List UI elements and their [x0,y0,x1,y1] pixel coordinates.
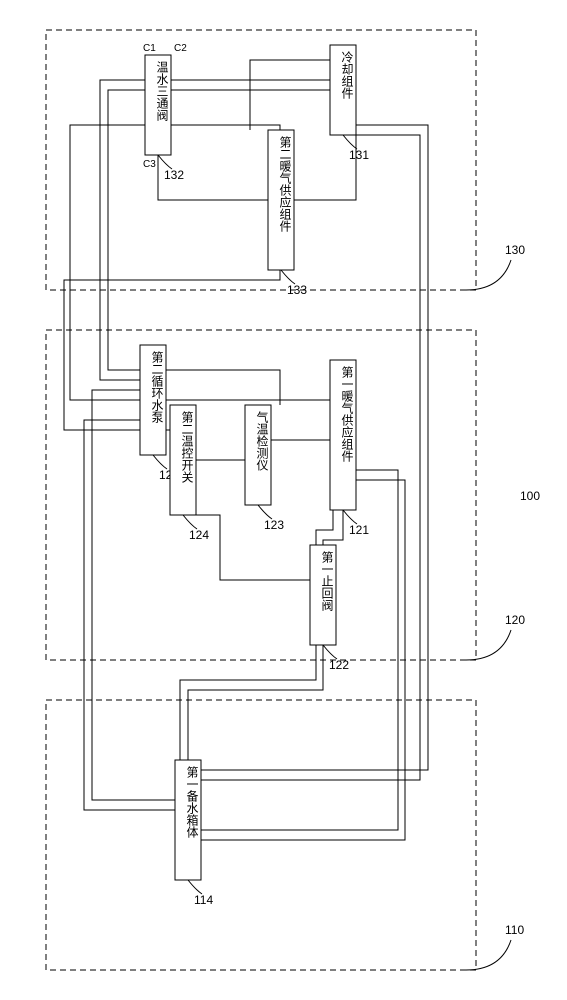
edge-24 [201,125,428,770]
node-n124-leader [183,515,197,529]
node-n125-label: 第二循环水泵 [150,351,164,423]
port-c3: C3 [143,159,156,170]
node-n121-label: 第一暖气供应组件 [340,366,354,462]
zone-120-leader [466,630,511,660]
node-n123-num: 123 [264,518,284,532]
node-n132-num: 132 [164,168,184,182]
node-n125-leader [153,455,167,469]
node-n131-leader [343,135,357,149]
zone-130-label: 130 [505,243,525,257]
edge-16 [188,645,323,760]
node-n122-leader [323,645,337,659]
node-n121-leader [343,510,357,524]
edge-17 [180,645,316,760]
node-n124-num: 124 [189,528,209,542]
diagram-canvas: 130 120 110 100 冷却组件 131 温水三通阀 132 第二暖气供应组件 133 第二… [0,0,567,1000]
system-label: 100 [520,489,540,503]
node-n133-leader [281,270,295,284]
node-n122-label: 第一止回阀 [320,551,334,612]
edge-7 [108,90,145,370]
port-c2: C2 [174,43,187,54]
zone-110-leader [466,940,511,970]
zone-120-label: 120 [505,613,525,627]
node-n131-label: 冷却组件 [340,51,354,99]
node-n132-leader [158,155,172,169]
node-n123-leader [258,505,272,519]
edge-18 [196,515,310,580]
node-n123-label: 气温检测仪 [255,410,269,471]
edge-11 [166,360,343,400]
edge-23 [201,135,420,780]
node-n122-num: 122 [329,658,349,672]
zone-130 [46,30,476,290]
zone-130-leader [466,260,511,290]
zone-110-label: 110 [505,923,524,937]
node-n132-label: 温水三通阀 [155,61,169,122]
port-c1: C1 [143,43,156,54]
node-n114-num: 114 [194,893,213,907]
edge-6 [70,125,280,400]
node-n133-label: 第二暖气供应组件 [278,136,292,232]
node-n114-leader [188,880,202,894]
node-n131-num: 131 [349,148,369,162]
node-n124-label: 第二温控开关 [180,411,194,483]
node-n133-num: 133 [287,283,307,297]
node-n121-num: 121 [349,523,369,537]
node-n114-label: 第一备水箱体 [185,766,199,839]
zone-110 [46,700,476,970]
